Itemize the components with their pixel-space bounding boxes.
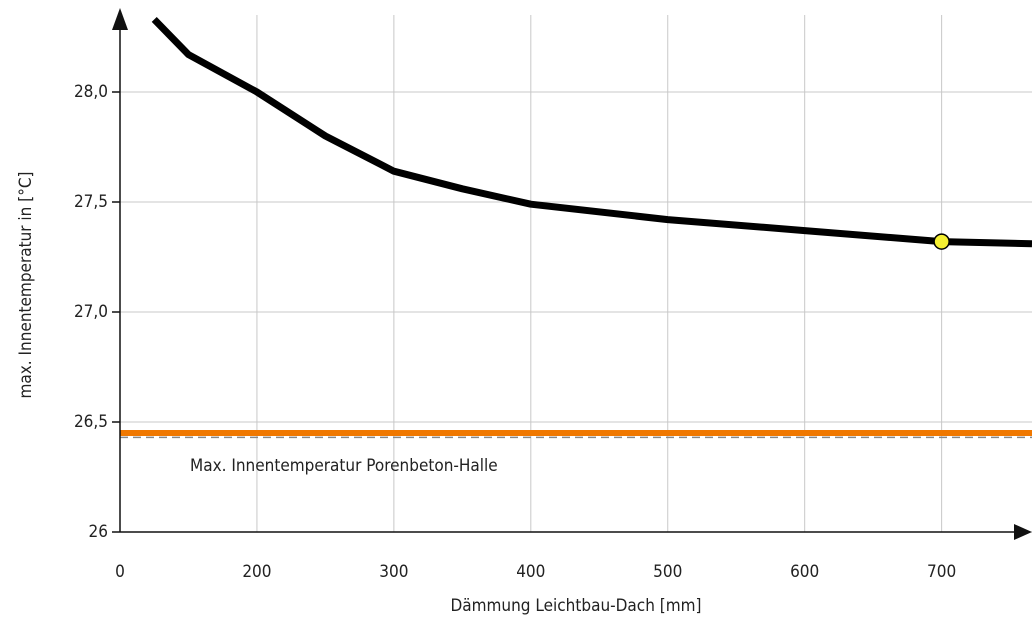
grid (119, 15, 1032, 533)
y-tick-label: 26 (89, 522, 108, 542)
y-axis-label: max. Innentemperatur in [°C] (16, 171, 36, 398)
y-tick-label: 28,0 (74, 82, 108, 102)
x-axis-arrow (1014, 524, 1032, 540)
x-axis-label: Dämmung Leichtbau-Dach [mm] (450, 596, 701, 616)
x-tick-label: 700 (927, 562, 956, 582)
x-tick-label: 400 (516, 562, 545, 582)
y-tick-label: 27,5 (74, 192, 108, 212)
highlight-point (933, 233, 950, 250)
line-series (151, 16, 1032, 248)
y-tick-label: 26,5 (74, 412, 108, 432)
x-tick-label: 600 (790, 562, 819, 582)
x-tick-label: 300 (379, 562, 408, 582)
x-tick-label: 200 (242, 562, 271, 582)
y-tick-label: 27,0 (74, 302, 108, 322)
annotation: Max. Innentemperatur Porenbeton-Halle (190, 456, 498, 476)
y-axis-arrow (112, 8, 128, 30)
x-tick-label: 500 (653, 562, 682, 582)
marks (120, 16, 1032, 439)
x-tick-label: 0 (115, 562, 125, 582)
